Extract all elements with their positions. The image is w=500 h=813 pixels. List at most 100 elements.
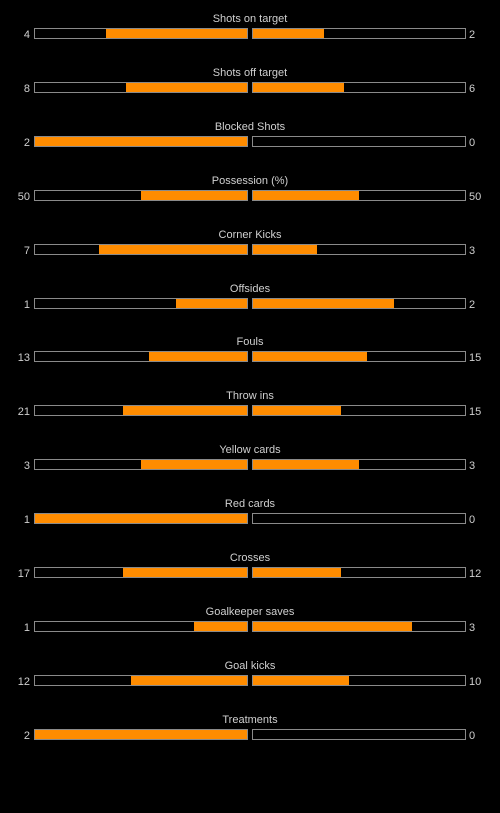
stat-label: Crosses [229, 552, 271, 564]
away-bar-track [252, 28, 466, 39]
away-bar-track [252, 567, 466, 578]
away-bar-track [252, 675, 466, 686]
home-bar-track [34, 244, 248, 255]
away-bar-track [252, 459, 466, 470]
away-value: 0 [469, 730, 476, 742]
away-bar [253, 191, 359, 200]
home-bar-track [34, 298, 248, 309]
home-bar-track [34, 136, 248, 147]
stat-label: Corner Kicks [218, 229, 282, 241]
stat-row: Throw ins 21 15 [0, 385, 500, 418]
stat-row: Crosses 17 12 [0, 547, 500, 580]
stat-row: Blocked Shots 2 0 [0, 116, 500, 149]
home-value: 17 [17, 568, 30, 580]
away-value: 50 [469, 191, 482, 203]
away-bar [253, 299, 395, 308]
stat-label: Throw ins [226, 390, 274, 402]
home-bar-track [34, 567, 248, 578]
away-value: 3 [469, 460, 476, 472]
away-bar-track [252, 190, 466, 201]
stat-row: Corner Kicks 7 3 [0, 224, 500, 257]
home-value: 2 [23, 730, 30, 742]
away-value: 3 [469, 245, 476, 257]
away-bar-track [252, 351, 466, 362]
away-bar-track [252, 621, 466, 632]
stat-label: Shots off target [212, 67, 288, 79]
away-bar [253, 29, 324, 38]
home-bar [176, 299, 247, 308]
stat-label: Goal kicks [224, 660, 276, 672]
home-bar-track [34, 351, 248, 362]
stat-row: Treatments 2 0 [0, 709, 500, 742]
away-bar-track [252, 136, 466, 147]
home-bar-track [34, 513, 248, 524]
home-bar [148, 352, 247, 361]
away-bar [253, 245, 317, 254]
away-bar-track [252, 405, 466, 416]
home-value: 50 [17, 191, 30, 203]
home-bar-track [34, 459, 248, 470]
home-bar-track [34, 190, 248, 201]
away-value: 3 [469, 622, 476, 634]
home-bar-track [34, 82, 248, 93]
away-value: 0 [469, 514, 476, 526]
stat-row: Possession (%) 50 50 [0, 170, 500, 203]
home-bar [125, 83, 247, 92]
away-value: 10 [469, 676, 482, 688]
away-bar [253, 352, 367, 361]
home-bar [141, 460, 247, 469]
home-value: 3 [23, 460, 30, 472]
home-value: 21 [17, 406, 30, 418]
stat-row: Goal kicks 12 10 [0, 655, 500, 688]
stat-row: Red cards 1 0 [0, 493, 500, 526]
home-bar [194, 622, 247, 631]
stat-row: Shots off target 8 6 [0, 62, 500, 95]
stat-label: Possession (%) [211, 175, 289, 187]
home-value: 8 [23, 83, 30, 95]
home-bar [131, 676, 247, 685]
away-bar [253, 83, 344, 92]
home-value: 1 [23, 514, 30, 526]
home-bar-track [34, 28, 248, 39]
away-bar-track [252, 82, 466, 93]
stat-row: Fouls 13 15 [0, 331, 500, 364]
home-value: 1 [23, 299, 30, 311]
away-value: 0 [469, 137, 476, 149]
home-bar-track [34, 675, 248, 686]
stat-row: Shots on target 4 2 [0, 8, 500, 41]
home-bar [122, 568, 247, 577]
stat-row: Offsides 1 2 [0, 278, 500, 311]
away-bar [253, 676, 350, 685]
home-value: 2 [23, 137, 30, 149]
home-value: 1 [23, 622, 30, 634]
stat-row: Goalkeeper saves 1 3 [0, 601, 500, 634]
away-bar-track [252, 729, 466, 740]
away-bar [253, 406, 342, 415]
stat-label: Offsides [229, 283, 271, 295]
away-bar-track [252, 298, 466, 309]
home-value: 12 [17, 676, 30, 688]
stat-label: Blocked Shots [214, 121, 286, 133]
stat-label: Goalkeeper saves [205, 606, 295, 618]
away-value: 2 [469, 299, 476, 311]
home-value: 4 [23, 29, 30, 41]
stat-label: Fouls [236, 336, 264, 348]
home-bar-track [34, 621, 248, 632]
home-bar [141, 191, 247, 200]
away-value: 15 [469, 406, 482, 418]
home-bar [123, 406, 247, 415]
away-bar-track [252, 244, 466, 255]
stat-label: Red cards [224, 498, 276, 510]
stat-label: Shots on target [212, 13, 288, 25]
home-bar [35, 514, 247, 523]
away-value: 2 [469, 29, 476, 41]
home-value: 7 [23, 245, 30, 257]
home-bar [105, 29, 247, 38]
home-bar-track [34, 729, 248, 740]
home-bar [35, 137, 247, 146]
stat-label: Treatments [222, 714, 278, 726]
away-value: 15 [469, 352, 482, 364]
home-bar-track [34, 405, 248, 416]
stat-row: Yellow cards 3 3 [0, 439, 500, 472]
